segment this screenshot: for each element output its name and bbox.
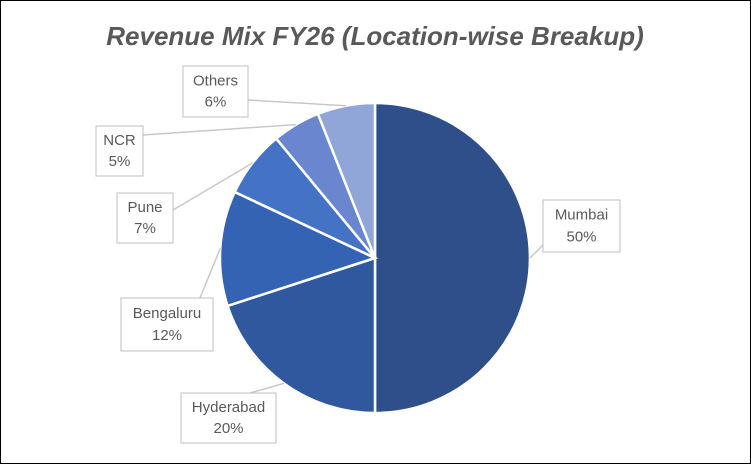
label-box — [180, 392, 277, 444]
pie-slice — [373, 101, 532, 415]
slice-value-label: 20% — [213, 420, 243, 437]
slice-category: Bengaluru — [133, 305, 201, 322]
pie-slice — [316, 101, 377, 259]
label-box — [95, 125, 144, 177]
slice-value-label: 50% — [566, 228, 596, 245]
slice-category: NCR — [103, 132, 136, 149]
label-box — [120, 297, 214, 352]
label-box — [542, 199, 621, 253]
leader-line — [142, 123, 297, 136]
leader-line — [249, 382, 285, 394]
leader-line — [172, 162, 253, 211]
leader-line — [247, 99, 346, 107]
slice-category: Hyderabad — [192, 399, 265, 416]
slice-value-label: 6% — [205, 94, 227, 111]
slice-value-label: 12% — [152, 327, 182, 344]
slice-category: Pune — [127, 199, 162, 216]
slice-value-label: 5% — [109, 153, 131, 170]
leader-line — [529, 244, 544, 259]
slice-category: Others — [193, 72, 238, 89]
label-box — [116, 192, 174, 244]
label-box — [182, 65, 249, 118]
slice-value-label: 7% — [134, 220, 156, 237]
pie-slice — [226, 256, 377, 415]
leader-line — [199, 247, 222, 299]
slice-category: Mumbai — [555, 207, 608, 224]
chart-title: Revenue Mix FY26 (Location-wise Breakup) — [106, 21, 643, 51]
